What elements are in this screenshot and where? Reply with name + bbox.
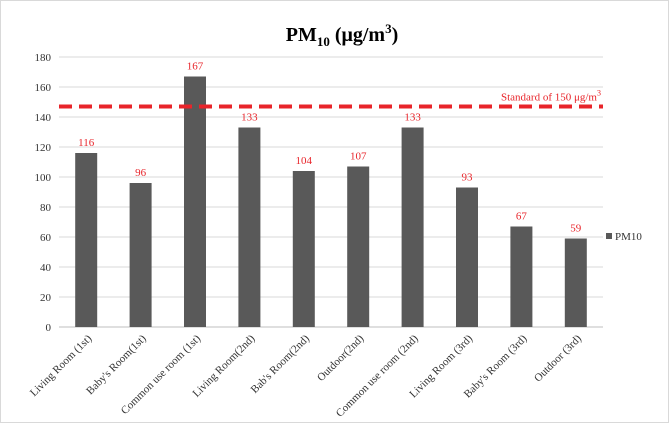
legend-swatch-pm10 [606,233,612,239]
bar [456,187,478,327]
y-tick-label: 40 [40,262,52,274]
bar [564,238,587,327]
y-tick-label: 20 [40,292,52,304]
bar [184,76,206,327]
data-label: 67 [516,211,528,223]
data-label: 133 [404,112,421,124]
y-tick-label: 80 [40,202,52,214]
data-label: 104 [296,155,313,167]
data-label: 167 [187,61,204,73]
x-category-label: Bab's Room(2nd) [249,332,312,395]
chart-title: PM10 (μg/m3) [286,21,398,49]
y-tick-label: 100 [35,172,52,184]
y-tick-label: 180 [35,52,52,64]
bar [238,127,261,327]
data-label: 96 [135,167,147,179]
bars [75,76,587,327]
bar [401,127,424,327]
data-label: 116 [78,137,95,149]
bar [510,226,533,327]
data-label: 107 [350,151,367,163]
data-label: 93 [462,172,474,184]
legend: PM10 [606,231,642,243]
data-label: 59 [570,223,582,235]
y-tick-label: 140 [35,112,52,124]
y-tick-label: 0 [46,322,52,334]
y-tick-label: 160 [35,82,52,94]
y-axis-ticks: 0 20 40 60 80 100 120 140 160 180 [35,52,52,334]
y-tick-label: 120 [35,142,52,154]
y-tick-label: 60 [40,232,52,244]
data-labels: 116 96 167 133 104 107 133 93 67 59 [78,61,582,235]
x-category-label: Outdoor (3rd) [532,332,584,384]
bar [75,153,98,327]
x-axis-categories: Living Room (1st)Baby's Room(1st)Common … [28,332,584,419]
data-label: 133 [241,112,258,124]
x-category-label: Outdoor(2nd) [315,332,366,383]
legend-label-pm10: PM10 [615,231,642,243]
bar [292,171,315,327]
bar [347,166,370,327]
bar [129,183,152,327]
standard-reference-label: Standard of 150 μg/m3 [501,89,601,104]
